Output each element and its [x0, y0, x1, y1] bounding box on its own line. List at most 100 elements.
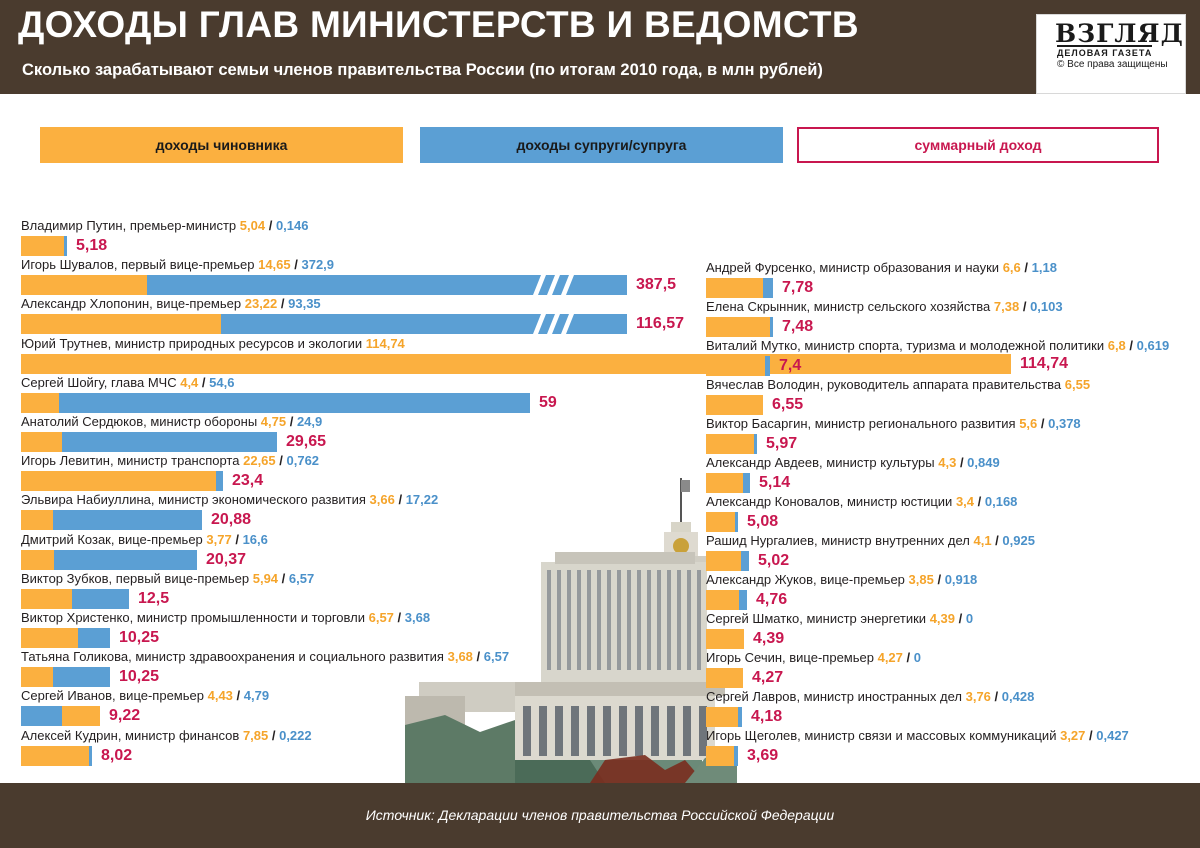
row-label: Дмитрий Козак, вице-премьер 3,77 / 16,6: [21, 532, 268, 547]
spouse-income-bar: [216, 471, 223, 492]
row-label: Александр Коновалов, министр юстиции 3,4…: [706, 494, 1017, 509]
official-value-label: 7,38: [993, 299, 1020, 314]
official-value-label: 4,27: [877, 650, 903, 665]
spouse-value-label: 0,427: [1096, 728, 1129, 743]
official-income-bar: [706, 629, 744, 649]
person-name: Виктор Басаргин, министр регионального р…: [706, 416, 1016, 431]
legend-official-income: доходы чиновника: [40, 127, 403, 163]
official-value-label: 6,55: [1064, 377, 1091, 392]
official-value-label: 4,3: [938, 455, 957, 470]
spouse-income-bar: [741, 551, 749, 571]
value-separator: /: [268, 727, 280, 743]
spouse-value-label: 6,57: [483, 649, 510, 665]
value-separator: /: [1085, 728, 1097, 743]
stacked-bar: [21, 588, 129, 609]
spouse-income-bar: [765, 356, 770, 376]
value-separator: /: [277, 296, 289, 312]
value-separator: /: [278, 570, 289, 586]
official-value-label: 23,22: [244, 296, 278, 312]
person-name: Вячеслав Володин, руководитель аппарата …: [706, 377, 1062, 392]
axis-break-slash: [547, 275, 560, 296]
row-label: Алексей Кудрин, министр финансов 7,85 / …: [21, 728, 312, 743]
row-label: Елена Скрынник, министр сельского хозяйс…: [706, 299, 1063, 314]
row-label: Сергей Лавров, министр иностранных дел 3…: [706, 689, 1034, 704]
official-income-bar: [21, 353, 1011, 374]
spouse-value-label: 0,168: [984, 494, 1018, 509]
official-income-bar: [21, 392, 59, 413]
spouse-value-label: 0,762: [286, 453, 320, 469]
spouse-value-label: 3,68: [404, 610, 431, 625]
total-value-label: 387,5: [636, 276, 677, 294]
official-value-label: 3,76: [965, 689, 991, 704]
value-separator: /: [933, 572, 945, 587]
official-income-bar: [21, 745, 89, 766]
total-value-label: 10,25: [119, 629, 160, 646]
official-value-label: 7,85: [242, 727, 269, 743]
official-value-label: 4,43: [207, 688, 233, 704]
spouse-value-label: 24,9: [296, 414, 323, 429]
official-income-bar: [21, 628, 78, 648]
axis-break-slash: [561, 275, 574, 296]
total-value-label: 5,08: [747, 513, 779, 530]
official-income-bar: [62, 706, 100, 727]
person-name: Виктор Христенко, министр промышленности…: [21, 610, 365, 625]
total-value-label: 12,5: [138, 589, 170, 607]
spouse-value-label: 1,18: [1031, 260, 1057, 275]
value-separator: /: [956, 455, 968, 470]
stacked-bar: [706, 473, 750, 493]
official-income-bar: [706, 278, 763, 298]
spouse-value-label: 0,378: [1048, 416, 1081, 431]
total-value-label: 114,74: [1020, 354, 1069, 372]
person-name: Игорь Левитин, министр транспорта: [21, 453, 240, 469]
person-name: Игорь Щеголев, министр связи и массовых …: [706, 728, 1057, 743]
total-value-label: 9,22: [109, 707, 141, 725]
spouse-income-bar: [763, 278, 773, 298]
total-value-label: 3,69: [747, 747, 779, 764]
person-name: Сергей Шматко, министр энергетики: [706, 611, 927, 626]
stacked-bar: [21, 706, 100, 727]
person-name: Рашид Нургалиев, министр внутренних дел: [706, 533, 970, 548]
person-name: Владимир Путин, премьер-министр: [21, 218, 237, 233]
value-separator: /: [1037, 416, 1049, 431]
person-name: Сергей Лавров, министр иностранных дел: [706, 689, 962, 704]
value-separator: /: [974, 494, 985, 509]
official-income-bar: [21, 471, 216, 492]
spouse-value-label: 0,103: [1030, 299, 1063, 314]
total-value-label: 20,88: [211, 511, 252, 529]
spouse-value-label: 372,9: [301, 257, 335, 273]
official-income-bar: [706, 707, 738, 727]
official-value-label: 14,65: [258, 257, 291, 273]
total-value-label: 4,39: [753, 630, 785, 647]
official-income-bar: [706, 356, 765, 376]
stacked-bar: [706, 434, 757, 454]
value-separator: /: [991, 533, 1003, 548]
total-value-label: 4,27: [752, 669, 784, 686]
stacked-bar: [706, 590, 747, 610]
person-name: Александр Коновалов, министр юстиции: [706, 494, 953, 509]
spouse-value-label: 0,619: [1136, 338, 1170, 353]
official-value-label: 6,8: [1107, 338, 1126, 353]
official-value-label: 6,57: [368, 610, 394, 625]
value-separator: /: [198, 374, 210, 390]
stacked-bar: [706, 278, 773, 298]
row-label: Игорь Щеголев, министр связи и массовых …: [706, 728, 1129, 743]
spouse-income-bar: [770, 317, 773, 337]
person-name: Дмитрий Козак, вице-премьер: [21, 531, 203, 547]
value-separator: /: [290, 257, 302, 273]
axis-break-slash: [533, 314, 546, 335]
stacked-bar: [706, 668, 743, 688]
official-value-label: 3,68: [447, 649, 473, 665]
stacked-bar: [706, 707, 742, 727]
spouse-income-bar: [72, 588, 129, 609]
total-value-label: 116,57: [636, 315, 685, 333]
person-name: Сергей Шойгу, глава МЧС: [21, 374, 177, 390]
spouse-value-label: 16,6: [242, 531, 268, 547]
spouse-value-label: 0,925: [1002, 533, 1035, 548]
official-value-label: 5,04: [239, 218, 266, 233]
spouse-value-label: 54,6: [209, 374, 235, 390]
total-value-label: 7,48: [782, 318, 814, 335]
official-value-label: 22,65: [243, 453, 276, 469]
row-label: Игорь Сечин, вице-премьер 4,27 / 0: [706, 650, 921, 665]
legend-spouse-income: доходы супруги/супруга: [420, 127, 783, 163]
row-label: Игорь Шувалов, первый вице-премьер 14,65…: [21, 257, 334, 272]
